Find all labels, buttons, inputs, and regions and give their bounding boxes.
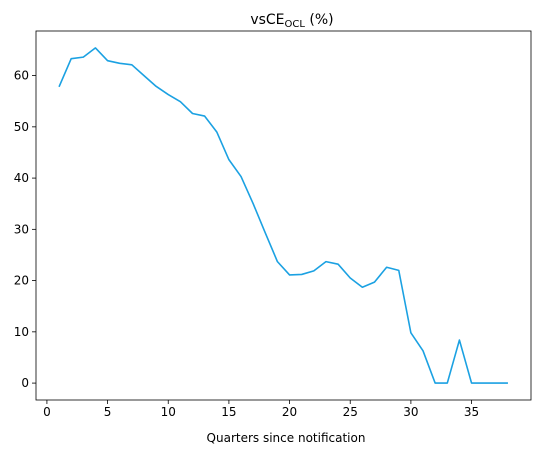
y-tick-label: 0 [21, 376, 29, 390]
chart-title-subscript: OCL [285, 19, 306, 30]
chart-title-suffix: (%) [305, 12, 334, 28]
y-tick-label: 30 [14, 222, 29, 236]
y-tick-label: 10 [14, 325, 29, 339]
y-tick-label: 40 [14, 171, 29, 185]
x-tick-label: 15 [221, 405, 236, 419]
y-tick-label: 20 [14, 274, 29, 288]
series-line-0 [58, 47, 508, 384]
x-tick-label: 5 [104, 405, 112, 419]
x-axis-label: Quarters since notification [207, 431, 366, 445]
y-tick-label: 50 [14, 120, 29, 134]
x-tick-label: 0 [43, 405, 51, 419]
x-tick-label: 10 [161, 405, 176, 419]
y-tick-label: 60 [14, 69, 29, 83]
x-axis-ticks: 0 5 10 15 20 25 30 35 [43, 400, 479, 419]
x-tick-label: 20 [282, 405, 297, 419]
chart-title-main: vsCE [250, 12, 284, 28]
x-tick-label: 30 [403, 405, 418, 419]
plot-area [35, 30, 532, 401]
x-tick-label: 25 [343, 405, 358, 419]
chart-title: vsCEOCL (%) [250, 12, 333, 30]
y-axis-ticks: 0 10 20 30 40 50 60 [14, 69, 36, 390]
plot-frame [35, 30, 532, 401]
x-tick-label: 35 [464, 405, 479, 419]
